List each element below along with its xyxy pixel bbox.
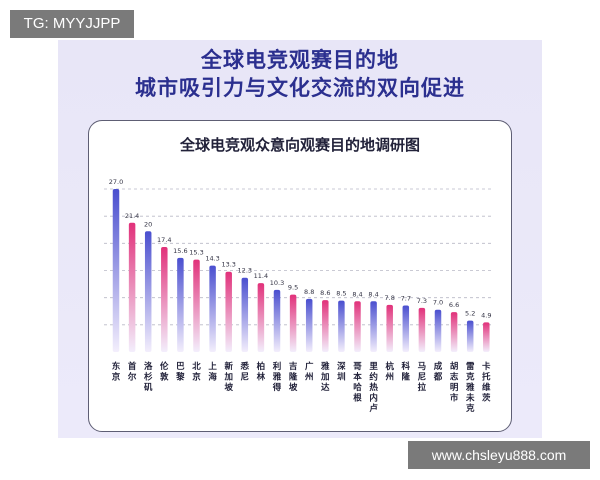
- value-labels-group: 27.0 21.4 20 17.415.6 15.314.313.312.311.410…: [109, 178, 492, 319]
- footer-url-badge: www.chsleyu888.com: [408, 441, 590, 469]
- value-label-14: 8.5: [336, 290, 346, 298]
- category-label-18: 科隆: [402, 361, 411, 383]
- value-label-7: 13.3: [221, 261, 235, 269]
- category-label-3: 伦敦: [160, 361, 169, 383]
- grid-lines: [104, 188, 494, 326]
- bar-23: [483, 322, 490, 352]
- value-label-16: 8.4: [368, 290, 378, 298]
- category-label-0: 东京: [112, 361, 121, 383]
- value-label-9: 11.4: [254, 272, 268, 280]
- bar-1: [128, 222, 136, 352]
- watermark-tag: TG: MYYJJPP: [10, 10, 134, 38]
- category-label-6: 上海: [208, 361, 217, 383]
- category-label-1: 首尔: [127, 361, 137, 383]
- value-label-5: 15.3: [189, 249, 203, 257]
- category-label-4: 巴黎: [175, 362, 185, 383]
- value-label-3: 17.4: [157, 236, 171, 244]
- value-label-8: 12.3: [238, 267, 252, 275]
- value-label-4: 15.6: [173, 247, 187, 255]
- chart-title: 全球电竞观众意向观赛目的地调研图: [179, 136, 420, 154]
- bar-9: [257, 283, 265, 352]
- value-label-1: 21.4: [125, 212, 139, 220]
- bar-10: [273, 289, 281, 352]
- bar-21: [450, 312, 458, 352]
- bar-17: [386, 304, 393, 352]
- bar-12: [305, 298, 313, 352]
- bar-7: [225, 271, 232, 352]
- category-label-8: 悉尼: [240, 361, 250, 383]
- bar-13: [322, 300, 329, 352]
- category-label-13: 雅加达: [320, 361, 330, 393]
- bar-22: [466, 320, 474, 352]
- category-label-12: 广州: [304, 361, 314, 383]
- bar-0: [112, 189, 120, 352]
- bar-19: [418, 307, 426, 352]
- value-label-21: 6.6: [449, 301, 459, 309]
- value-label-20: 7.0: [433, 299, 443, 307]
- bar-18: [402, 305, 410, 352]
- headline-line-2: 城市吸引力与文化交流的双向促进: [135, 76, 465, 100]
- bars-group: [112, 189, 490, 352]
- value-label-22: 5.2: [465, 310, 475, 318]
- value-label-19: 7.3: [417, 297, 427, 305]
- value-label-23: 4.9: [481, 311, 491, 319]
- value-label-18: 7.7: [401, 295, 411, 303]
- bar-5: [193, 259, 200, 352]
- value-label-15: 8.4: [352, 290, 362, 298]
- bar-15: [354, 301, 361, 352]
- category-label-22: 雷克雅未克: [465, 361, 475, 414]
- bar-11: [289, 294, 297, 352]
- value-label-11: 9.5: [288, 284, 298, 292]
- bar-20: [434, 309, 442, 352]
- bar-2: [144, 231, 152, 352]
- bar-8: [241, 277, 249, 352]
- value-label-6: 14.3: [205, 255, 219, 263]
- category-label-5: 北京: [192, 361, 201, 383]
- category-labels-group: 东京首尔洛杉矶伦敦巴黎北京上海新加坡悉尼柏林利雅得吉隆坡广州雅加达深圳哥本哈根里…: [112, 361, 491, 414]
- chart-card: [88, 120, 512, 432]
- bar-14: [338, 300, 345, 352]
- category-label-15: 哥本哈根: [353, 362, 362, 404]
- category-label-2: 洛杉矶: [144, 361, 153, 393]
- value-label-17: 7.8: [385, 294, 395, 302]
- value-label-13: 8.6: [320, 289, 330, 297]
- category-label-9: 柏林: [257, 361, 266, 383]
- bar-16: [370, 301, 377, 352]
- value-label-10: 10.3: [270, 279, 284, 287]
- category-label-23: 卡托维茨: [482, 361, 491, 404]
- category-label-19: 马尼拉: [418, 362, 427, 393]
- headline-line-1: 全球电竞观赛目的地: [201, 48, 399, 72]
- category-label-10: 利雅得: [272, 361, 282, 393]
- category-label-7: 新加坡: [223, 361, 233, 393]
- bar-3: [161, 246, 168, 352]
- value-label-0: 27.0: [109, 178, 123, 186]
- value-label-2: 20: [144, 220, 152, 228]
- bar-6: [209, 265, 216, 352]
- category-label-16: 里约热内卢: [369, 362, 378, 414]
- category-label-20: 成都: [433, 361, 443, 383]
- bar-4: [177, 257, 184, 352]
- category-label-17: 杭州: [384, 361, 394, 383]
- category-label-21: 胡志明市: [450, 361, 459, 404]
- value-label-12: 8.8: [304, 288, 314, 296]
- category-label-11: 吉隆坡: [289, 361, 298, 393]
- category-label-14: 深圳: [337, 361, 346, 383]
